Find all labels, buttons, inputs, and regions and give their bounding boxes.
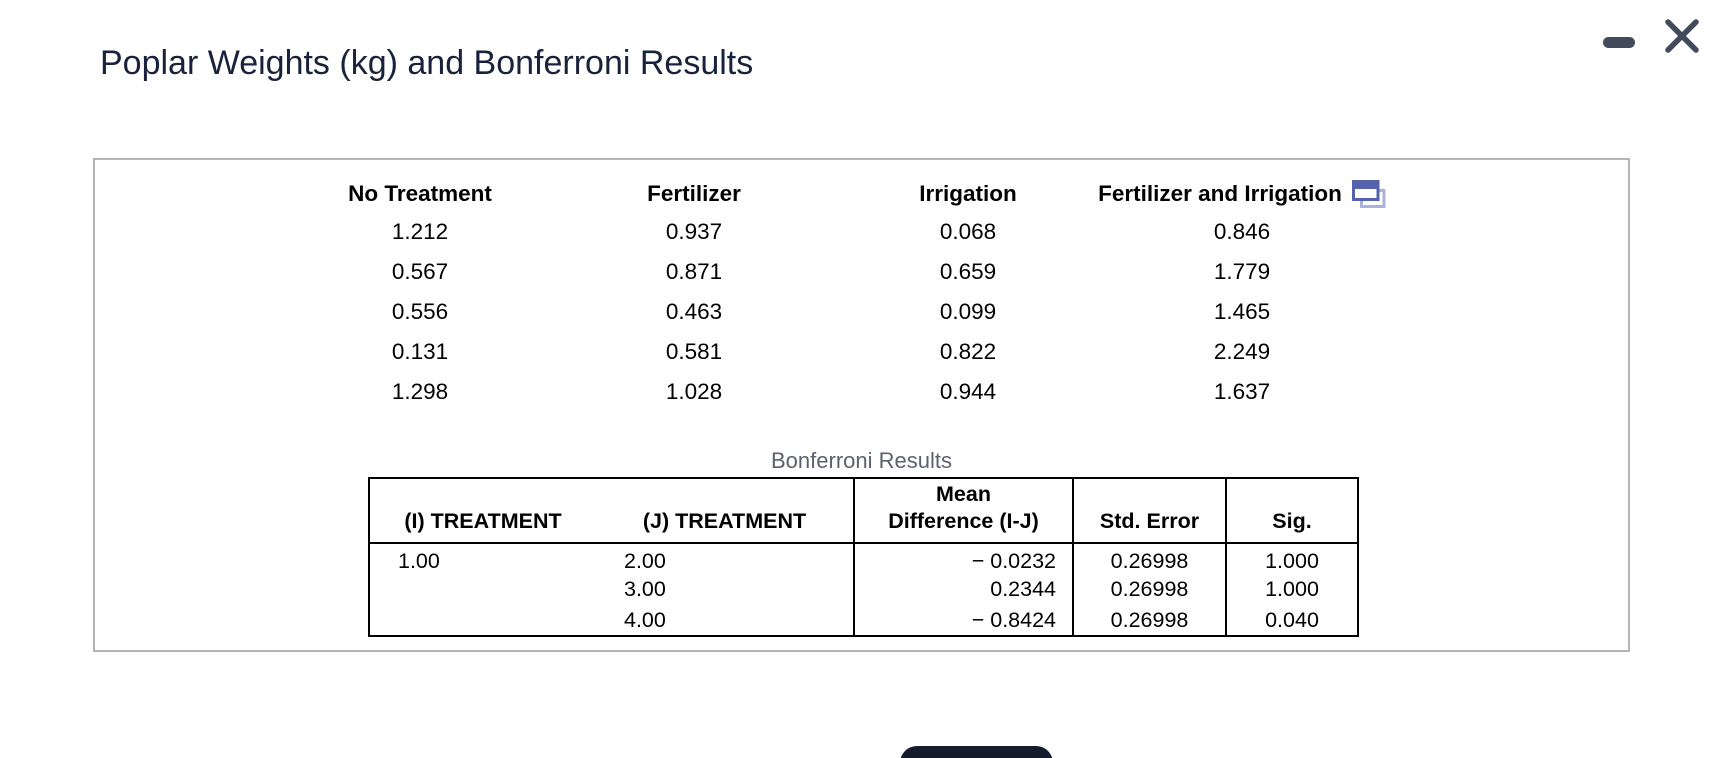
cell-j-treatment: 4.00 [624,607,666,632]
weights-cell: 0.068 [939,219,997,244]
weights-cell: 0.556 [391,299,449,324]
minimize-button[interactable] [1597,28,1641,56]
popout-button[interactable] [1351,179,1386,209]
cell-i-treatment: 1.00 [398,549,440,573]
cell-mean-diff: − 0.0232 [853,543,1073,574]
weights-cell: 0.099 [939,299,997,324]
weights-cell: 0.581 [665,339,723,364]
weights-column-header: Fertilizer and Irrigation [1098,172,1386,216]
popout-windows-icon [1351,179,1386,208]
cell-sig: 1.000 [1225,543,1358,574]
weights-table: No Treatment Fertilizer Irrigation Ferti… [283,172,1386,412]
cell-mean-diff: 0.2344 [853,574,1073,605]
weights-cell: 0.567 [391,259,449,284]
bonferroni-row: 1.00 2.00 − 0.0232 0.26998 1.000 [369,543,1358,574]
content-panel: No Treatment Fertilizer Irrigation Ferti… [93,158,1630,652]
bonferroni-header-mean-diff: Mean Difference (I-J) [853,478,1073,544]
bonferroni-row: 4.00 − 0.8424 0.26998 0.040 [369,605,1358,636]
cell-j-treatment: 2.00 [624,549,666,573]
cell-mean-diff: − 0.8424 [853,605,1073,636]
cell-sig: 0.040 [1225,605,1358,636]
bonferroni-header-std-error: Std. Error [1072,478,1226,544]
bonferroni-header-j: (J) TREATMENT [596,478,854,544]
weights-cell: 0.659 [939,259,997,284]
minimize-icon [1603,36,1635,48]
weights-cell: 1.779 [1213,259,1271,284]
weights-column-header: No Treatment [348,181,492,206]
weights-column-header: Irrigation [919,181,1017,206]
bonferroni-header-row: (I) TREATMENT (J) TREATMENT Mean Differe… [369,478,1358,544]
weights-cell: 0.871 [665,259,723,284]
close-button[interactable] [1658,12,1706,60]
weights-cell: 1.212 [391,219,449,244]
cell-i-treatment [369,574,596,605]
weights-cell: 0.846 [1213,219,1271,244]
page-title: Poplar Weights (kg) and Bonferroni Resul… [100,44,754,82]
bottom-button[interactable] [900,746,1053,758]
weights-cell: 1.465 [1213,299,1271,324]
weights-cell: 1.298 [391,379,449,404]
weights-column-header: Fertilizer [647,181,741,206]
cell-std-error: 0.26998 [1072,574,1226,605]
bonferroni-table: (I) TREATMENT (J) TREATMENT Mean Differe… [368,477,1359,637]
weights-cell: 0.463 [665,299,723,324]
close-icon [1665,19,1699,53]
bonferroni-caption: Bonferroni Results [771,448,952,473]
cell-j-treatment: 3.00 [624,577,666,601]
cell-i-treatment [369,605,596,636]
weights-cell: 0.131 [391,339,449,364]
bonferroni-row: 3.00 0.2344 0.26998 1.000 [369,574,1358,605]
cell-std-error: 0.26998 [1072,605,1226,636]
cell-std-error: 0.26998 [1072,543,1226,574]
weights-cell: 0.822 [939,339,997,364]
bonferroni-header-i: (I) TREATMENT [369,478,596,544]
weights-cell: 2.249 [1213,339,1271,364]
weights-cell: 0.944 [939,379,997,404]
cell-sig: 1.000 [1225,574,1358,605]
weights-cell: 0.937 [665,219,723,244]
weights-cell: 1.028 [665,379,723,404]
bonferroni-header-sig: Sig. [1225,478,1358,544]
weights-cell: 1.637 [1213,379,1271,404]
